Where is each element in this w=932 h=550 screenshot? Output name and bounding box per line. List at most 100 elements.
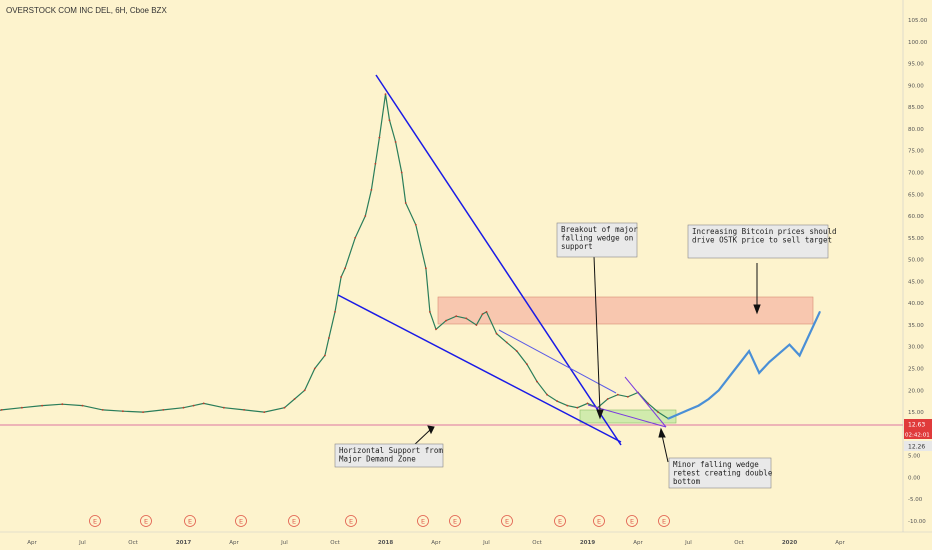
data-point [384, 93, 387, 95]
data-point [81, 404, 84, 407]
earnings-label: E [292, 518, 296, 526]
y-tick-label: 65.00 [908, 192, 924, 198]
data-point [101, 409, 104, 411]
x-tick-label: Oct [734, 540, 744, 546]
data-point [485, 311, 488, 313]
earnings-icon[interactable] [345, 515, 357, 527]
projection-line [667, 311, 821, 420]
data-point [788, 343, 791, 346]
minor-wedge-line-2[interactable] [587, 404, 667, 428]
data-point [738, 363, 740, 366]
data-point [334, 311, 336, 313]
data-point [429, 311, 431, 313]
data-point [344, 267, 346, 270]
earnings-label: E [349, 518, 353, 526]
x-tick-label: Oct [532, 540, 542, 546]
x-tick-label: Oct [128, 540, 138, 546]
data-point [616, 393, 619, 396]
earnings-icon[interactable] [554, 515, 566, 527]
y-tick-label: 5.00 [908, 454, 921, 460]
data-point [526, 363, 528, 366]
x-tick-label: Apr [633, 540, 643, 546]
support-price-label: 12.26 [908, 444, 925, 451]
data-point [556, 400, 559, 403]
data-point [728, 376, 730, 379]
wedge-lower-line[interactable] [337, 294, 622, 443]
earnings-label: E [630, 518, 634, 526]
earnings-icon[interactable] [235, 515, 247, 527]
data-point [606, 398, 609, 400]
wedge-upper-line[interactable] [375, 74, 622, 446]
data-point [41, 404, 43, 407]
x-tick-label: 2018 [378, 540, 393, 546]
chart-title: OVERSTOCK COM INC DEL, 6H, Cboe BZX [6, 6, 167, 15]
earnings-icon[interactable] [288, 515, 300, 527]
earnings-icon[interactable] [501, 515, 513, 527]
earnings-icon[interactable] [184, 515, 196, 527]
data-point [566, 404, 569, 407]
arrow-head-icon [658, 427, 666, 438]
resistance-zone [437, 296, 814, 325]
data-point [324, 354, 326, 357]
annotation-minor-wedge[interactable]: Minor falling wedge retest creating doubl… [668, 457, 773, 489]
y-tick-label: -5.00 [908, 497, 923, 503]
earnings-label: E [93, 518, 97, 526]
data-point [687, 409, 690, 411]
x-tick-label: Oct [330, 540, 340, 546]
earnings-icon[interactable] [417, 515, 429, 527]
data-point [404, 202, 407, 204]
annotation-bitcoin[interactable]: Increasing Bitcoin prices should drive OS… [687, 224, 837, 259]
earnings-label: E [188, 518, 192, 526]
data-point [340, 276, 342, 278]
y-tick-label: 105.00 [908, 18, 928, 24]
arrow-head-icon [596, 409, 604, 420]
arrow-head-icon [753, 304, 761, 315]
arrow-minor [661, 434, 669, 463]
y-tick-label: 15.00 [908, 410, 924, 416]
data-point [364, 215, 367, 217]
data-point [576, 406, 579, 409]
data-point [768, 361, 771, 363]
x-tick-label: Apr [835, 540, 845, 546]
earnings-label: E [662, 518, 666, 526]
earnings-icon[interactable] [449, 515, 461, 527]
earnings-label: E [421, 518, 425, 526]
data-point [400, 171, 403, 174]
earnings-icon[interactable] [89, 515, 101, 527]
minor-wedge-line-1[interactable] [498, 329, 617, 394]
earnings-label: E [597, 518, 601, 526]
x-tick-label: 2020 [782, 540, 797, 546]
y-tick-label: -10.00 [908, 519, 926, 525]
annotation-breakout[interactable]: Breakout of major falling wedge on support [556, 222, 638, 258]
y-tick-label: 0.00 [908, 475, 921, 481]
data-point [223, 406, 225, 409]
data-point [481, 313, 484, 315]
countdown-label: 02:42:01 [905, 433, 930, 439]
data-point [182, 406, 185, 409]
earnings-icon[interactable] [593, 515, 605, 527]
minor-wedge-line-3[interactable] [624, 376, 667, 428]
price-series [0, 93, 821, 420]
last-price-label: 12.63 [908, 422, 925, 429]
data-point [394, 141, 397, 143]
data-point [748, 350, 750, 352]
earnings-icon[interactable] [626, 515, 638, 527]
earnings-label: E [505, 518, 509, 526]
data-point [475, 324, 478, 326]
annotation-horizontal-support[interactable]: Horizontal Support from Major Demand Zone [334, 443, 443, 468]
earnings-label: E [144, 518, 148, 526]
earnings-icon[interactable] [658, 515, 670, 527]
earnings-icon[interactable] [140, 515, 152, 527]
data-point [370, 189, 373, 191]
support-price-tag: 12.26 [904, 441, 932, 451]
data-point [293, 398, 296, 400]
data-point [122, 410, 124, 413]
data-point [758, 372, 761, 374]
data-point [243, 409, 246, 411]
data-point [21, 406, 23, 409]
y-tick-label: 30.00 [908, 345, 924, 351]
data-point [657, 411, 660, 413]
data-point [303, 389, 306, 392]
